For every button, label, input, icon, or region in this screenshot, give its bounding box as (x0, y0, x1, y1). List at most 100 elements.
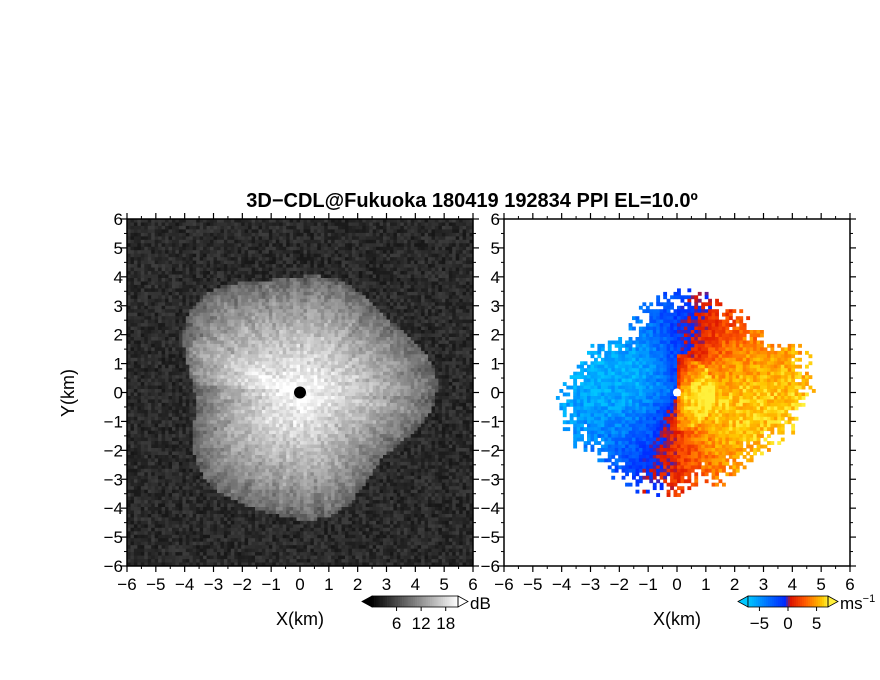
intensity-cell (348, 257, 353, 262)
intensity-cell (459, 312, 464, 317)
intensity-cell (414, 343, 419, 348)
intensity-cell (248, 371, 252, 376)
intensity-cell (296, 253, 301, 258)
intensity-cell (151, 232, 156, 237)
intensity-cell (178, 302, 183, 307)
intensity-cell (390, 302, 394, 307)
intensity-cell (383, 364, 387, 369)
intensity-cell (396, 337, 401, 341)
intensity-cell (230, 225, 235, 230)
intensity-cell (230, 364, 235, 369)
intensity-cell (140, 323, 145, 327)
intensity-cell (445, 281, 450, 286)
intensity-cell (230, 236, 235, 241)
intensity-cell (223, 291, 228, 296)
intensity-cell (210, 350, 214, 355)
intensity-cell (341, 361, 346, 366)
intensity-cell (296, 347, 301, 352)
intensity-cell (362, 312, 367, 317)
intensity-cell (341, 284, 346, 289)
intensity-cell (424, 250, 429, 255)
intensity-cell (258, 330, 263, 334)
intensity-cell (175, 281, 180, 286)
intensity-cell (289, 257, 294, 262)
intensity-cell (182, 291, 187, 296)
intensity-cell (140, 337, 145, 341)
intensity-cell (438, 271, 443, 275)
intensity-cell (158, 347, 162, 352)
intensity-cell (165, 316, 169, 321)
intensity-cell (206, 250, 211, 255)
intensity-cell (279, 382, 284, 386)
intensity-cell (459, 337, 464, 341)
intensity-cell (428, 347, 432, 352)
intensity-cell (230, 298, 235, 303)
intensity-cell (345, 354, 349, 359)
intensity-cell (137, 340, 142, 345)
intensity-cell (383, 267, 387, 272)
intensity-cell (334, 337, 339, 341)
intensity-cell (421, 305, 425, 310)
intensity-cell (192, 316, 197, 321)
intensity-cell (213, 337, 218, 341)
intensity-cell (230, 243, 235, 248)
intensity-cell (133, 375, 138, 380)
intensity-cell (147, 246, 152, 251)
intensity-cell (203, 330, 207, 334)
intensity-cell (172, 243, 176, 248)
intensity-cell (441, 389, 446, 393)
intensity-cell (154, 347, 159, 352)
intensity-cell (466, 239, 470, 244)
intensity-cell (351, 253, 356, 258)
intensity-cell (431, 375, 436, 380)
intensity-cell (151, 357, 156, 362)
intensity-cell (175, 305, 180, 310)
intensity-cell (300, 257, 304, 262)
intensity-cell (165, 219, 169, 223)
intensity-cell (306, 253, 311, 258)
intensity-cell (396, 288, 401, 293)
intensity-cell (441, 361, 446, 366)
intensity-cell (137, 264, 142, 268)
intensity-cell (400, 246, 405, 251)
intensity-cell (133, 274, 138, 279)
intensity-cell (244, 347, 249, 352)
intensity-cell (303, 382, 308, 386)
intensity-cell (424, 295, 429, 300)
intensity-cell (244, 385, 249, 390)
intensity-cell (275, 295, 280, 300)
intensity-cell (261, 347, 266, 352)
intensity-cell (192, 253, 197, 258)
intensity-cell (348, 340, 353, 345)
intensity-cell (386, 337, 391, 341)
intensity-cell (265, 229, 270, 234)
intensity-cell (158, 330, 162, 334)
intensity-cell (151, 257, 156, 262)
intensity-cell (351, 347, 356, 352)
intensity-cell (217, 271, 221, 275)
intensity-cell (293, 343, 297, 348)
intensity-cell (289, 371, 294, 376)
intensity-cell (459, 236, 464, 241)
intensity-cell (151, 278, 156, 282)
intensity-cell (459, 284, 464, 289)
intensity-cell (351, 378, 356, 383)
intensity-cell (452, 305, 457, 310)
intensity-cell (268, 264, 273, 268)
intensity-cell (386, 232, 391, 237)
intensity-cell (383, 357, 387, 362)
intensity-cell (390, 281, 394, 286)
intensity-cell (172, 250, 176, 255)
intensity-cell (282, 378, 287, 383)
intensity-cell (210, 361, 214, 366)
intensity-cell (210, 288, 214, 293)
intensity-cell (438, 330, 443, 334)
intensity-cell (424, 371, 429, 376)
intensity-cell (428, 229, 432, 234)
intensity-cell (220, 309, 225, 314)
intensity-cell (223, 271, 228, 275)
intensity-cell (431, 316, 436, 321)
intensity-cell (293, 298, 297, 303)
intensity-cell (279, 316, 284, 321)
